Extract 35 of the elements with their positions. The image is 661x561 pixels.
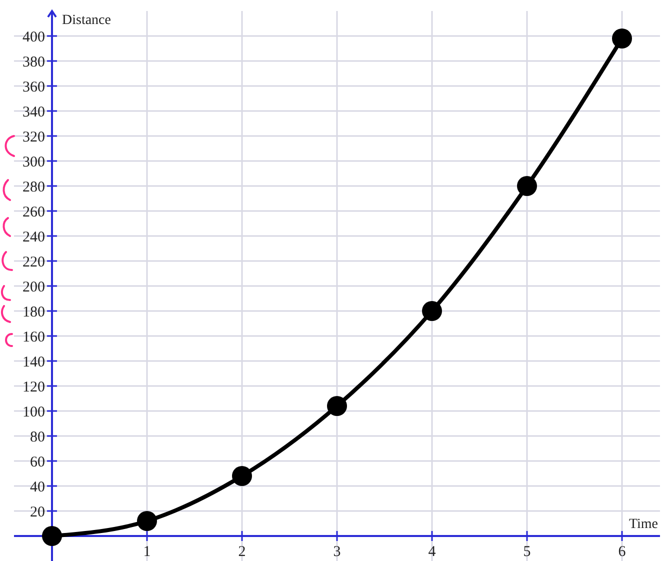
point (517, 176, 537, 196)
point (232, 466, 252, 486)
y-tick-label: 240 (22, 229, 45, 246)
y-tick-label: 160 (22, 329, 45, 346)
y-tick-label: 180 (22, 304, 45, 320)
x-tick-label: 3 (333, 544, 341, 560)
y-axis-title: Distance (62, 13, 111, 28)
x-tick-label: 5 (523, 544, 531, 560)
y-tick-label: 120 (22, 379, 45, 396)
point (612, 28, 632, 48)
y-tick-label: 360 (22, 79, 45, 96)
y-tick-label: 40 (30, 479, 45, 496)
y-tick-label: 20 (30, 504, 45, 520)
y-tick-label: 280 (22, 179, 45, 196)
x-tick-label: 2 (238, 544, 246, 560)
y-tick-label: 340 (22, 104, 45, 120)
y-tick-label: 60 (30, 454, 45, 470)
y-tick-label: 220 (22, 254, 45, 270)
point (42, 526, 62, 546)
y-tick-label: 200 (22, 279, 45, 296)
point (327, 396, 347, 416)
y-tick-label: 260 (22, 204, 45, 220)
y-tick-label: 380 (22, 54, 45, 70)
x-tick-label: 1 (143, 544, 151, 560)
y-tick-label: 80 (30, 429, 45, 446)
y-tick-label: 320 (22, 129, 45, 146)
x-tick-label: 6 (618, 544, 626, 560)
x-axis-title: Time (628, 517, 658, 532)
y-tick-label: 100 (22, 404, 45, 420)
y-tick-label: 400 (22, 29, 45, 46)
x-tick-label: 4 (428, 544, 436, 560)
y-tick-label: 300 (22, 154, 45, 170)
y-tick-label: 140 (22, 354, 45, 370)
point (137, 511, 157, 531)
point (422, 301, 442, 321)
